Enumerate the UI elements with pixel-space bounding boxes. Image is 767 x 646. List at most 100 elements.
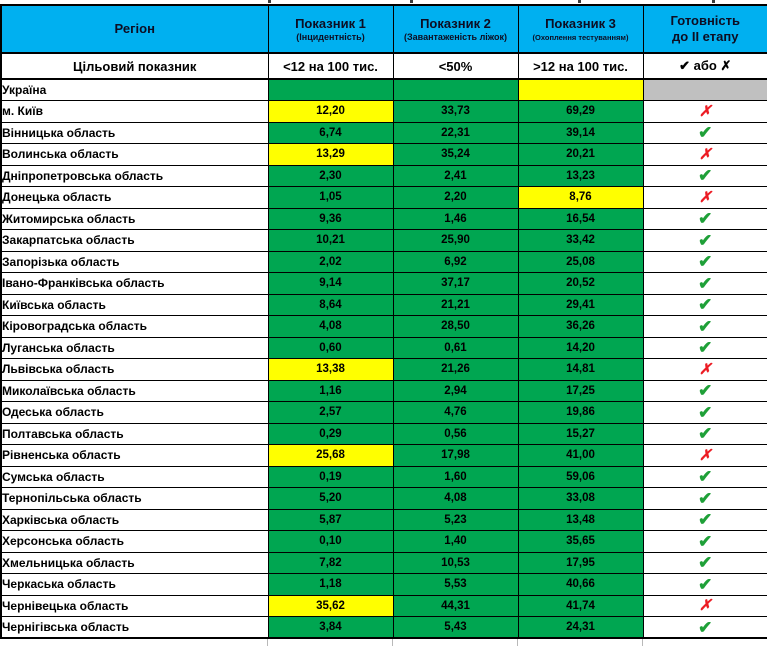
region-name-cell[interactable]: Миколаївська область (0, 379, 269, 402)
indicator1-value-cell[interactable]: 35,62 (267, 594, 394, 617)
region-name-cell[interactable]: Рівненська область (0, 444, 269, 467)
indicator1-value-cell[interactable]: 2,57 (267, 401, 394, 424)
indicator3-value-cell[interactable]: 15,27 (517, 422, 644, 445)
indicator1-value-cell[interactable]: 4,08 (267, 315, 394, 338)
readiness-cross-icon[interactable]: ✗ (642, 186, 767, 209)
indicator2-value-cell[interactable]: 1,46 (392, 207, 519, 230)
indicator1-value-cell[interactable]: 0,10 (267, 530, 394, 553)
indicator3-value-cell[interactable]: 40,66 (517, 573, 644, 596)
column-header-indicator3[interactable]: Показник 3 (Охоплення тестуванням) (517, 4, 644, 54)
indicator2-value-cell[interactable]: 21,21 (392, 293, 519, 316)
indicator1-value-cell[interactable]: 9,14 (267, 272, 394, 295)
indicator2-value-cell[interactable]: 0,61 (392, 336, 519, 359)
readiness-check-icon[interactable]: ✔ (642, 530, 767, 553)
indicator2-value-cell[interactable]: 17,98 (392, 444, 519, 467)
indicator2-value-cell[interactable]: 22,31 (392, 121, 519, 144)
region-name-cell[interactable]: Волинська область (0, 143, 269, 166)
region-name-cell[interactable]: Херсонська область (0, 530, 269, 553)
readiness-cross-icon[interactable]: ✗ (642, 594, 767, 617)
region-name-cell[interactable]: Тернопільська область (0, 487, 269, 510)
indicator1-value-cell[interactable]: 7,82 (267, 551, 394, 574)
indicator3-value-cell[interactable]: 17,25 (517, 379, 644, 402)
indicator1-value-cell[interactable]: 13,29 (267, 143, 394, 166)
indicator1-value-cell[interactable]: 8,64 (267, 293, 394, 316)
indicator1-value-cell[interactable]: 10,21 (267, 229, 394, 252)
indicator3-value-cell[interactable]: 20,52 (517, 272, 644, 295)
readiness-check-icon[interactable]: ✔ (642, 422, 767, 445)
indicator1-value-cell[interactable]: 1,18 (267, 573, 394, 596)
indicator3-value-cell[interactable]: 20,21 (517, 143, 644, 166)
column-header-region[interactable]: Регіон (0, 4, 269, 54)
indicator3-value-cell[interactable]: 25,08 (517, 250, 644, 273)
readiness-check-icon[interactable]: ✔ (642, 551, 767, 574)
indicator1-value-cell[interactable]: 9,36 (267, 207, 394, 230)
readiness-cross-icon[interactable]: ✗ (642, 143, 767, 166)
indicator3-value-cell[interactable]: 13,23 (517, 164, 644, 187)
indicator2-value-cell[interactable]: 4,08 (392, 487, 519, 510)
indicator2-value-cell[interactable] (392, 78, 519, 101)
region-name-cell[interactable]: Дніпропетровська область (0, 164, 269, 187)
region-name-cell[interactable]: Чернівецька область (0, 594, 269, 617)
indicator2-value-cell[interactable]: 10,53 (392, 551, 519, 574)
indicator1-value-cell[interactable]: 2,30 (267, 164, 394, 187)
indicator3-value-cell[interactable]: 24,31 (517, 616, 644, 639)
region-name-cell[interactable]: Запорізька область (0, 250, 269, 273)
readiness-check-icon[interactable]: ✔ (642, 465, 767, 488)
region-name-cell[interactable]: м. Київ (0, 100, 269, 123)
readiness-check-icon[interactable]: ✔ (642, 272, 767, 295)
indicator2-value-cell[interactable]: 4,76 (392, 401, 519, 424)
indicator2-value-cell[interactable]: 5,53 (392, 573, 519, 596)
indicator1-value-cell[interactable]: 12,20 (267, 100, 394, 123)
indicator1-value-cell[interactable]: 0,60 (267, 336, 394, 359)
region-name-cell[interactable]: Донецька область (0, 186, 269, 209)
readiness-check-icon[interactable]: ✔ (642, 508, 767, 531)
indicator1-value-cell[interactable]: 0,19 (267, 465, 394, 488)
region-name-cell[interactable]: Хмельницька область (0, 551, 269, 574)
indicator3-value-cell[interactable]: 14,20 (517, 336, 644, 359)
region-name-cell[interactable]: Івано-Франківська область (0, 272, 269, 295)
region-name-cell[interactable]: Житомирська область (0, 207, 269, 230)
readiness-check-icon[interactable]: ✔ (642, 293, 767, 316)
target-value-indicator3[interactable]: >12 на 100 тис. (517, 52, 644, 80)
readiness-check-icon[interactable]: ✔ (642, 229, 767, 252)
column-header-indicator2[interactable]: Показник 2 (Завантаженість ліжок) (392, 4, 519, 54)
readiness-check-icon[interactable]: ✔ (642, 336, 767, 359)
indicator1-value-cell[interactable]: 0,29 (267, 422, 394, 445)
indicator1-value-cell[interactable]: 5,87 (267, 508, 394, 531)
indicator3-value-cell[interactable]: 16,54 (517, 207, 644, 230)
indicator3-value-cell[interactable]: 33,08 (517, 487, 644, 510)
readiness-check-icon[interactable]: ✔ (642, 401, 767, 424)
indicator1-value-cell[interactable]: 13,38 (267, 358, 394, 381)
indicator2-value-cell[interactable]: 1,60 (392, 465, 519, 488)
readiness-check-icon[interactable]: ✔ (642, 121, 767, 144)
indicator1-value-cell[interactable]: 1,16 (267, 379, 394, 402)
region-name-cell[interactable]: Черкаська область (0, 573, 269, 596)
readiness-cross-icon[interactable]: ✗ (642, 358, 767, 381)
indicator3-value-cell[interactable]: 17,95 (517, 551, 644, 574)
indicator2-value-cell[interactable]: 21,26 (392, 358, 519, 381)
indicator2-value-cell[interactable]: 28,50 (392, 315, 519, 338)
indicator1-value-cell[interactable]: 1,05 (267, 186, 394, 209)
readiness-check-icon[interactable]: ✔ (642, 315, 767, 338)
indicator3-value-cell[interactable]: 39,14 (517, 121, 644, 144)
readiness-check-icon[interactable]: ✔ (642, 379, 767, 402)
indicator1-value-cell[interactable]: 2,02 (267, 250, 394, 273)
region-name-cell[interactable]: Вінницька область (0, 121, 269, 144)
target-value-indicator1[interactable]: <12 на 100 тис. (267, 52, 394, 80)
indicator2-value-cell[interactable]: 1,40 (392, 530, 519, 553)
indicator2-value-cell[interactable]: 0,56 (392, 422, 519, 445)
column-header-readiness[interactable]: Готовність до ІІ етапу (642, 4, 767, 54)
indicator2-value-cell[interactable]: 35,24 (392, 143, 519, 166)
readiness-check-icon[interactable]: ✔ (642, 487, 767, 510)
indicator3-value-cell[interactable]: 41,74 (517, 594, 644, 617)
indicator3-value-cell[interactable]: 33,42 (517, 229, 644, 252)
indicator2-value-cell[interactable]: 2,94 (392, 379, 519, 402)
indicator2-value-cell[interactable]: 44,31 (392, 594, 519, 617)
indicator2-value-cell[interactable]: 25,90 (392, 229, 519, 252)
readiness-check-icon[interactable]: ✔ (642, 164, 767, 187)
readiness-cross-icon[interactable]: ✗ (642, 100, 767, 123)
indicator3-value-cell[interactable]: 59,06 (517, 465, 644, 488)
target-row-label[interactable]: Цільовий показник (0, 52, 269, 80)
readiness-check-icon[interactable]: ✔ (642, 616, 767, 639)
region-name-cell[interactable]: Україна (0, 78, 269, 101)
